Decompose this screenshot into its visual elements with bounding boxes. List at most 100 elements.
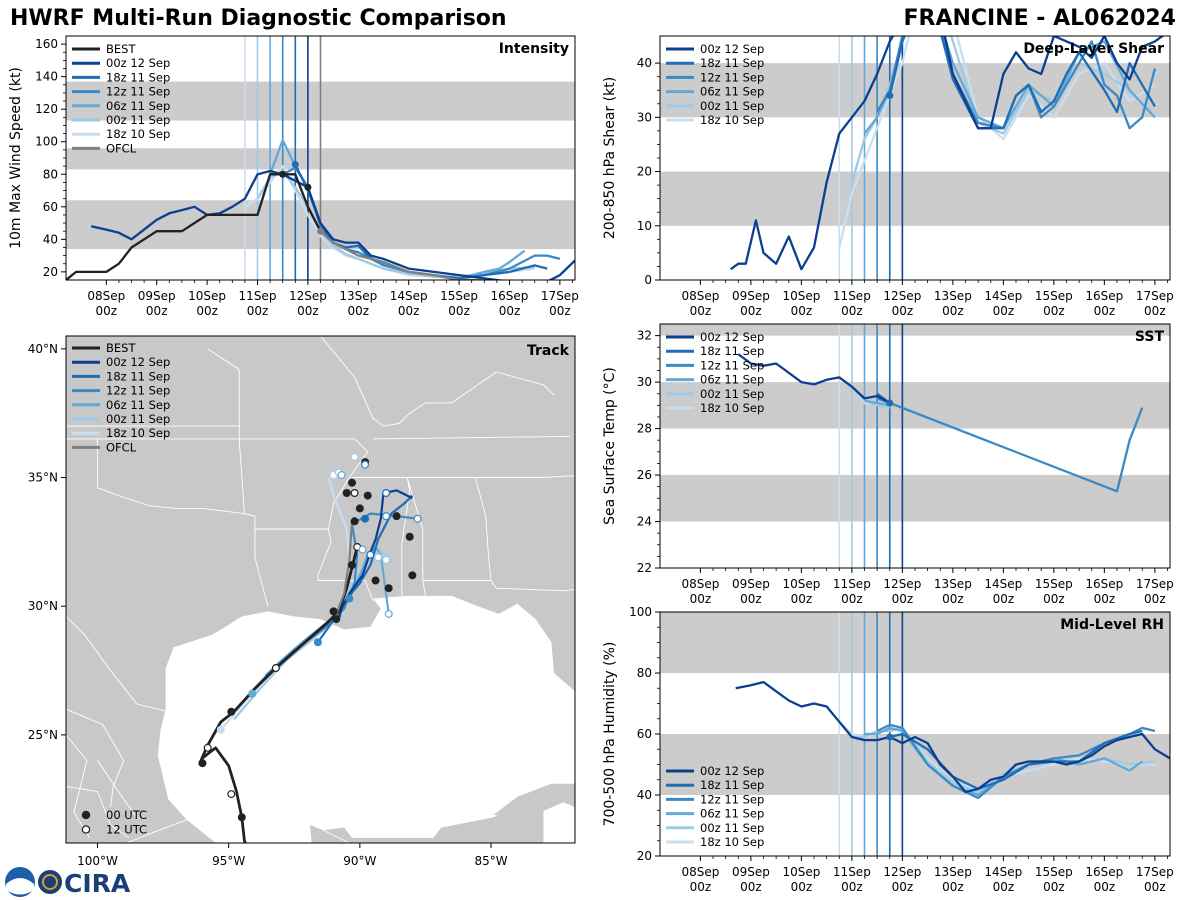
- legend-label: 12z 11 Sep: [106, 85, 170, 99]
- track-point: [271, 663, 280, 672]
- y-tick-label: 30: [637, 375, 652, 389]
- cira-globe-icon: [38, 870, 62, 894]
- x-tick-label-hour: 00z: [942, 880, 964, 894]
- track-point: [347, 478, 356, 487]
- x-tick-label-day: 14Sep: [984, 289, 1022, 303]
- x-tick-label-day: 09Sep: [732, 865, 770, 879]
- x-tick-label-day: 16Sep: [1085, 577, 1123, 591]
- x-tick-label-hour: 00z: [993, 880, 1015, 894]
- x-tick-label-day: 15Sep: [1035, 289, 1073, 303]
- y-axis-label: 10m Max Wind Speed (kt): [8, 67, 24, 249]
- track-point: [358, 545, 367, 554]
- x-tick-label-day: 17Sep: [1136, 289, 1174, 303]
- legend-label: 12z 11 Sep: [700, 358, 764, 372]
- series-line: [730, 36, 1165, 271]
- x-tick-label-hour: 00z: [1144, 592, 1166, 606]
- x-tick-label-hour: 00z: [1144, 304, 1166, 318]
- state-border: [322, 829, 350, 843]
- cuba-island: [493, 783, 575, 818]
- lon-tick-label: 90°W: [343, 854, 376, 868]
- x-tick-label-hour: 00z: [247, 304, 269, 318]
- track-point: [350, 517, 359, 526]
- legend-label: 18z 11 Sep: [106, 369, 170, 383]
- threshold-band: [660, 475, 1170, 522]
- x-tick-label-hour: 00z: [196, 304, 218, 318]
- y-tick-label: 10: [637, 219, 652, 233]
- track-point: [361, 514, 370, 523]
- x-tick-label-day: 11Sep: [833, 289, 871, 303]
- track-point: [361, 460, 370, 469]
- state-border: [422, 477, 492, 581]
- x-tick-label-hour: 00z: [791, 592, 813, 606]
- y-tick-label: 28: [637, 422, 652, 436]
- x-tick-label-hour: 00z: [690, 592, 712, 606]
- y-tick-label: 24: [637, 515, 652, 529]
- track-point: [216, 725, 225, 734]
- x-tick-label-day: 08Sep: [681, 577, 719, 591]
- track-line: [337, 489, 413, 620]
- y-tick-label: 100: [35, 135, 58, 149]
- state-border: [490, 580, 575, 592]
- series-line: [737, 353, 891, 405]
- track-point: [382, 555, 391, 564]
- legend-label: 00z 11 Sep: [106, 113, 170, 127]
- legend-label: 00z 11 Sep: [700, 387, 764, 401]
- x-tick-label-day: 08Sep: [681, 289, 719, 303]
- map-area: [66, 336, 575, 843]
- y-tick-label: 160: [35, 37, 58, 51]
- lon-tick-label: 85°W: [474, 854, 507, 868]
- utc-legend-label: 12 UTC: [106, 823, 147, 837]
- y-tick-label: 22: [637, 561, 652, 575]
- legend-label: 00z 12 Sep: [700, 42, 764, 56]
- noaa-logo-wave: [6, 878, 34, 895]
- legend-label: 06z 11 Sep: [106, 398, 170, 412]
- state-border: [66, 348, 240, 427]
- init-marker: [886, 92, 894, 100]
- legend-label: 18z 11 Sep: [106, 70, 170, 84]
- track-point: [237, 813, 246, 822]
- state-border: [126, 819, 187, 843]
- series-line: [876, 36, 1157, 130]
- gulf-water: [157, 595, 575, 843]
- y-tick-label: 40: [637, 788, 652, 802]
- track-line: [332, 521, 354, 623]
- legend-label: 18z 11 Sep: [700, 344, 764, 358]
- track-point: [345, 594, 354, 603]
- track-line: [198, 546, 359, 843]
- panel-shear: 01020304008Sep00z09Sep00z10Sep00z11Sep00…: [602, 35, 1174, 318]
- y-tick-label: 0: [644, 273, 652, 287]
- track-point: [198, 759, 207, 768]
- state-border: [66, 615, 169, 713]
- x-tick-label-day: 15Sep: [1035, 577, 1073, 591]
- x-tick-label-hour: 00z: [1094, 880, 1116, 894]
- utc-legend-marker: [81, 810, 91, 820]
- legend-label: BEST: [106, 42, 136, 56]
- y-tick-label: 60: [43, 200, 58, 214]
- x-tick-label-hour: 00z: [791, 304, 813, 318]
- legend-label: OFCL: [106, 440, 137, 454]
- x-tick-label-hour: 00z: [348, 304, 370, 318]
- init-marker: [291, 161, 299, 169]
- x-tick-label-hour: 00z: [942, 592, 964, 606]
- x-tick-label-day: 11Sep: [833, 865, 871, 879]
- track-point: [355, 504, 364, 513]
- track-point: [203, 743, 212, 752]
- state-border: [97, 760, 138, 818]
- x-tick-label-day: 11Sep: [833, 577, 871, 591]
- y-tick-label: 26: [637, 468, 652, 482]
- x-tick-label-day: 12Sep: [883, 865, 921, 879]
- x-tick-label-day: 14Sep: [984, 865, 1022, 879]
- y-tick-label: 30: [637, 110, 652, 124]
- init-marker: [886, 733, 894, 741]
- track-point: [248, 689, 257, 698]
- legend-label: 18z 10 Sep: [106, 426, 170, 440]
- x-tick-label-day: 17Sep: [1136, 865, 1174, 879]
- track-point: [329, 607, 338, 616]
- panel-rh: 2040608010008Sep00z09Sep00z10Sep00z11Sep…: [602, 605, 1174, 894]
- series-line: [735, 680, 1170, 794]
- track-point: [384, 584, 393, 593]
- track-point: [382, 488, 391, 497]
- legend-label: 00z 12 Sep: [700, 330, 764, 344]
- x-tick-label-day: 13Sep: [934, 289, 972, 303]
